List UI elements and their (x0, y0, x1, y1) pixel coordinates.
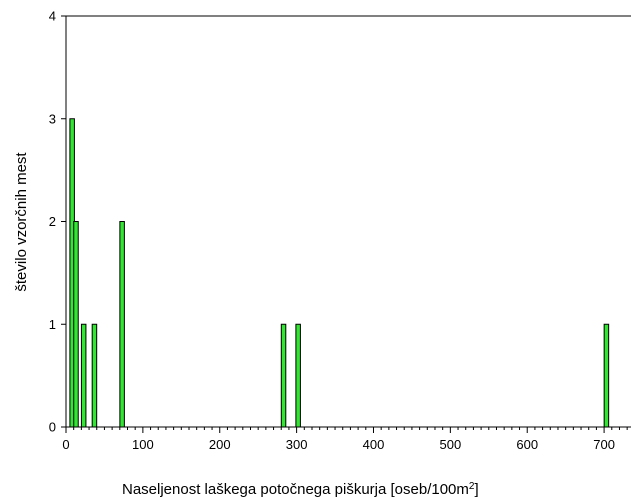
x-tick-label: 100 (132, 437, 154, 452)
bar (119, 221, 125, 428)
x-tick-label: 700 (593, 437, 615, 452)
chart-ticks: 0 1 2 3 4 0 100 200 300 400 500 600 700 (49, 9, 628, 452)
x-axis-title-superscript: 2 (469, 481, 475, 492)
y-tick-label: 0 (49, 420, 56, 435)
x-tick-label: 300 (286, 437, 308, 452)
y-tick-label: 2 (49, 214, 56, 229)
chart-axes (65, 15, 631, 428)
x-tick-label: 500 (440, 437, 462, 452)
bar (80, 323, 87, 428)
y-tick-label: 1 (49, 317, 56, 332)
bar (91, 323, 98, 428)
x-tick-label: 400 (363, 437, 385, 452)
chart-bars (69, 118, 610, 428)
x-tick-label: 200 (209, 437, 231, 452)
bar (295, 323, 301, 428)
x-tick-label: 0 (62, 437, 69, 452)
y-axis-title: število vzorčnih mest (13, 152, 30, 292)
y-tick-label: 3 (49, 111, 56, 126)
y-tick-label: 4 (49, 9, 56, 24)
bar (73, 221, 79, 428)
x-axis-title: Naseljenost laškega potočnega piškurja [… (122, 481, 479, 499)
x-tick-label: 600 (516, 437, 538, 452)
x-axis-title-end: ] (474, 481, 478, 498)
x-axis-title-main: Naseljenost laškega potočnega piškurja [… (122, 481, 469, 498)
bar (603, 323, 610, 428)
bar (280, 323, 287, 428)
